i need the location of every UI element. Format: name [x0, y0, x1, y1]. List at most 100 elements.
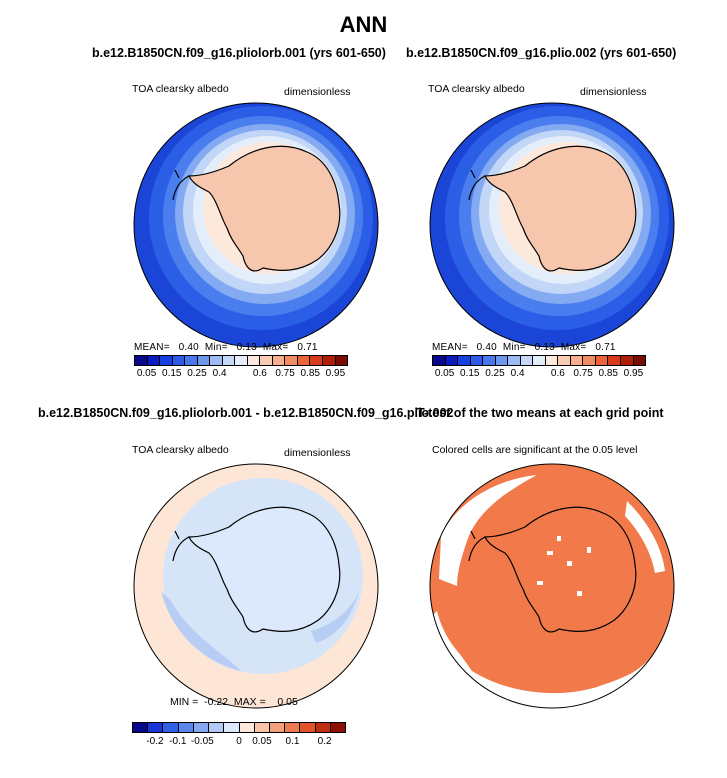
colorbar-swatch — [445, 356, 459, 365]
antarctic-peninsula — [172, 169, 190, 201]
colorbar-tick-label: 0.25 — [485, 368, 505, 379]
insignificant-cell — [537, 581, 543, 585]
min-label: Min= — [502, 342, 526, 353]
colorbar-swatch — [595, 356, 609, 365]
colorbar-tick-label: 0.95 — [325, 368, 346, 379]
colorbar-tick-label: -0.05 — [190, 736, 214, 747]
significant-ring — [447, 636, 652, 694]
map-frame — [133, 463, 379, 709]
min-label: MIN = — [170, 696, 199, 708]
colorbar-tick-label: 0.05 — [434, 368, 455, 379]
colorbar-swatch — [620, 356, 634, 365]
mean-value: 0.40 — [178, 342, 199, 353]
negative-anomaly-patch — [311, 591, 359, 643]
colorbar-tick-label: 0.85 — [300, 368, 320, 379]
min-value: 0.13 — [236, 342, 257, 353]
colorbar-swatch — [185, 356, 198, 365]
colorbar-swatch — [272, 356, 286, 365]
colorbar-swatch — [583, 356, 596, 365]
colorbar-swatch — [222, 356, 236, 365]
antarctic-peninsula — [172, 530, 190, 562]
units-label-top-right: dimensionless — [580, 86, 647, 98]
colorbar-swatch — [297, 356, 311, 365]
colorbar-bottom-left — [132, 722, 346, 733]
colorbar-tick-label: -0.2 — [146, 736, 164, 747]
insignificant-cell — [567, 561, 572, 566]
stats-top-left: MEAN= 0.40 Min= 0.13 Max= 0.71 — [134, 342, 318, 353]
colorbar-swatch — [210, 356, 223, 365]
colorbar-swatch — [235, 356, 248, 365]
colorbar-top-right — [432, 355, 646, 366]
colorbar-swatch — [147, 356, 161, 365]
colorbar-swatch — [269, 723, 286, 732]
colorbar-swatch — [260, 356, 273, 365]
colorbar-tick-label: 0.05 — [252, 736, 272, 747]
stats-top-right: MEAN= 0.40 Min= 0.13 Max= 0.71 — [432, 342, 616, 353]
colorbar-tick-label: 0.6 — [550, 368, 565, 379]
colorbar-swatch — [470, 356, 484, 365]
units-label-bottom-left: dimensionless — [284, 447, 351, 459]
mean-label: MEAN= — [432, 342, 468, 353]
colorbar-swatch — [163, 723, 179, 732]
note-bottom-right: Colored cells are significant at the 0.0… — [432, 444, 638, 456]
antarctic-peninsula — [468, 169, 486, 201]
max-value: 0.71 — [297, 342, 318, 353]
colorbar-tick-label: 0.15 — [460, 368, 480, 379]
colorbar-swatch — [133, 723, 149, 732]
stats-bottom-left: MIN = -0.22 MAX = 0.05 — [170, 696, 298, 708]
map-bottom-right — [429, 463, 675, 709]
map-frame — [429, 463, 675, 709]
colorbar-tick-label: 0.4 — [212, 368, 227, 379]
min-value: 0.13 — [534, 342, 555, 353]
antarctic-peninsula — [468, 530, 486, 562]
colorbar-swatch — [633, 356, 646, 365]
colorbar-swatch — [570, 356, 584, 365]
max-label: MAX = — [233, 696, 266, 708]
colorbar-swatch — [310, 356, 323, 365]
antarctica-landmass — [188, 145, 341, 272]
max-label: Max= — [262, 342, 289, 353]
figure-title: ANN — [339, 12, 388, 37]
colorbar-swatch — [533, 356, 546, 365]
colorbar-swatch — [483, 356, 496, 365]
colorbar-tick-label: 0.75 — [275, 368, 295, 379]
insignificant-band — [625, 501, 665, 573]
colorbar-swatch — [224, 723, 240, 732]
colorbar-tick-label: 0.2 — [317, 736, 332, 747]
colorbar-tick-label: 0 — [236, 736, 242, 747]
colorbar-top-left — [134, 355, 348, 366]
map-frame — [429, 102, 675, 348]
max-label: Max= — [560, 342, 587, 353]
colorbar-swatch — [254, 723, 270, 732]
colorbar-tick-label: -0.1 — [169, 736, 187, 747]
map-frame — [133, 102, 379, 348]
mean-value: 0.40 — [476, 342, 497, 353]
colorbar-swatch — [197, 356, 211, 365]
map-top-right — [429, 102, 675, 348]
colorbar-swatch — [608, 356, 621, 365]
colorbar-swatch — [508, 356, 521, 365]
panel-title-top-right: b.e12.B1850CN.f09_g16.plio.002 (yrs 601-… — [406, 46, 677, 60]
variable-label-top-right: TOA clearsky albedo — [428, 83, 525, 95]
colorbar-swatch — [330, 723, 346, 732]
colorbar-swatch — [315, 723, 331, 732]
antarctica-landmass — [484, 506, 637, 633]
antarctica-landmass — [188, 506, 341, 633]
colorbar-swatch — [239, 723, 255, 732]
colorbar-tick-label: 0.25 — [187, 368, 207, 379]
mean-label: MEAN= — [134, 342, 170, 353]
negative-anomaly-patch — [161, 591, 241, 671]
map-top-left — [133, 102, 379, 348]
max-value: 0.71 — [595, 342, 616, 353]
colorbar-tick-label: 0.95 — [623, 368, 644, 379]
insignificant-cell — [557, 536, 561, 541]
insignificant-cell — [547, 551, 553, 555]
colorbar-swatch — [209, 723, 225, 732]
colorbar-swatch — [178, 723, 194, 732]
colorbar-swatch — [300, 723, 316, 732]
colorbar-tick-label: 0.15 — [162, 368, 182, 379]
antarctica-landmass — [484, 145, 637, 272]
colorbar-swatch — [285, 356, 298, 365]
colorbar-swatch — [247, 356, 261, 365]
insignificant-band — [430, 611, 674, 708]
